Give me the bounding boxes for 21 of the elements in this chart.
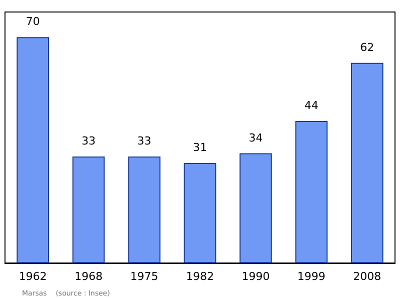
data-label: 62 bbox=[360, 40, 374, 54]
x-tick-label: 1982 bbox=[186, 270, 214, 283]
x-tick-label: 1999 bbox=[297, 270, 326, 283]
x-tick-label: 1990 bbox=[242, 270, 270, 283]
bar bbox=[128, 156, 160, 263]
bar bbox=[295, 121, 328, 263]
data-label: 70 bbox=[26, 15, 40, 28]
x-tick-label: 1968 bbox=[74, 270, 103, 283]
data-label: 31 bbox=[193, 140, 207, 154]
bar bbox=[240, 153, 272, 263]
bar bbox=[350, 62, 384, 263]
x-tick-label: 1975 bbox=[130, 270, 158, 283]
data-label: 33 bbox=[137, 134, 152, 148]
data-label: 34 bbox=[248, 131, 263, 144]
x-tick-label: 2008 bbox=[353, 270, 382, 283]
bar bbox=[184, 162, 216, 263]
bar bbox=[72, 156, 105, 263]
data-label: 33 bbox=[82, 134, 96, 148]
x-tick-label: 1962 bbox=[18, 270, 47, 283]
data-label: 44 bbox=[304, 99, 318, 112]
bar bbox=[16, 37, 50, 263]
